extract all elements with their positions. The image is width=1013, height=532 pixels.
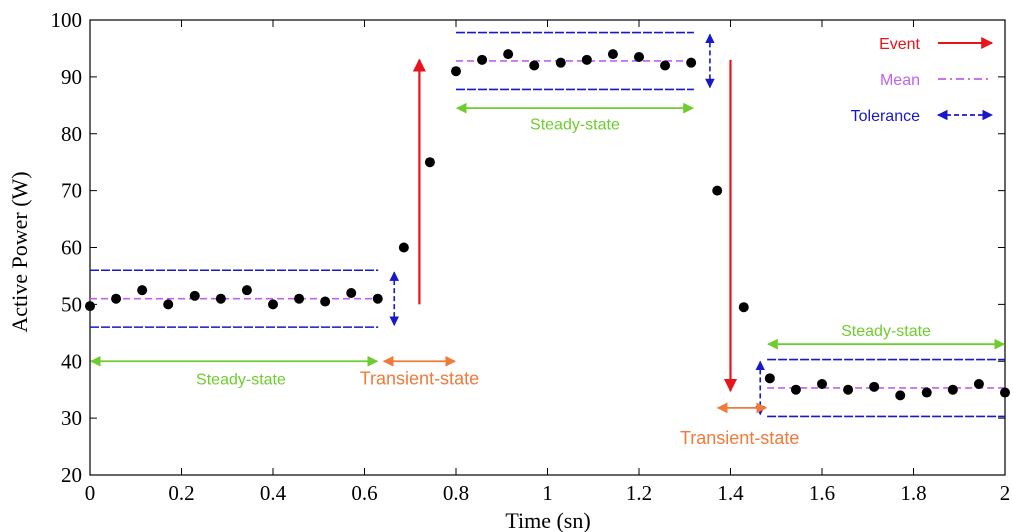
data-point (346, 288, 357, 298)
data-point (817, 379, 827, 389)
data-point (163, 299, 174, 310)
data-point (85, 301, 95, 312)
data-point (921, 387, 932, 398)
legend-label-event: Event (879, 36, 920, 53)
steady-state-label: Steady-state (196, 371, 286, 388)
data-point (581, 54, 592, 65)
steady-state-label: Steady-state (841, 323, 931, 340)
data-point (634, 51, 644, 62)
data-point (973, 379, 984, 389)
data-point (137, 285, 148, 296)
data-point (424, 157, 435, 168)
data-point (372, 293, 383, 304)
x-tick-label: 0.6 (351, 481, 377, 505)
y-tick-label: 90 (61, 65, 82, 89)
steady-state-label: Steady-state (530, 117, 620, 134)
y-tick-label: 80 (61, 122, 82, 146)
plot-area: 0 0.2 0.4 0.6 0.8 1 1.2 1.4 1.6 1.8 2 20 30 40 50 60 70 8… (51, 8, 1011, 505)
transient-state-label: Transient-state (360, 368, 479, 388)
legend-label-mean: Mean (880, 72, 920, 89)
data-point (398, 242, 409, 253)
x-tick-label: 1.6 (809, 481, 835, 505)
x-tick-label: 1.8 (900, 481, 926, 505)
y-tick-label: 20 (61, 463, 82, 487)
data-point (843, 384, 854, 395)
data-point (660, 60, 671, 71)
transient-state-label: Transient-state (680, 428, 799, 448)
data-point (477, 54, 488, 65)
x-tick-label: 1.4 (717, 481, 744, 505)
y-axis-title: Active Power (W) (7, 171, 32, 332)
x-tick-label: 0.8 (443, 481, 469, 505)
data-point (686, 57, 697, 68)
data-point (320, 296, 331, 307)
data-point (529, 60, 540, 71)
data-point (869, 381, 880, 392)
x-axis-title: Time (sn) (505, 508, 590, 532)
x-tick-label: 2 (1000, 481, 1011, 505)
data-point (189, 290, 200, 301)
x-tick-label: 0.4 (260, 481, 287, 505)
x-tick-label: 0.2 (168, 481, 194, 505)
data-point (712, 185, 723, 196)
data-point (241, 285, 252, 296)
y-tick-label: 50 (61, 292, 82, 316)
data-point (451, 66, 461, 77)
plot-frame (89, 19, 1006, 476)
data-point (947, 384, 958, 395)
x-tick-label: 0 (85, 481, 96, 505)
data-point (503, 49, 514, 60)
y-tick-label: 30 (61, 406, 82, 430)
data-point (215, 293, 226, 304)
data-point (790, 384, 801, 395)
data-point (764, 373, 775, 384)
y-tick-label: 60 (61, 236, 82, 260)
legend-label-tolerance: Tolerance (851, 108, 920, 125)
y-tick-label: 70 (61, 179, 82, 203)
y-tick-label: 100 (51, 8, 83, 32)
x-tick-label: 1 (542, 481, 553, 505)
data-point (268, 299, 278, 310)
data-point (111, 293, 122, 304)
data-point (738, 302, 749, 313)
x-tick-label: 1.2 (626, 481, 652, 505)
data-point (895, 390, 906, 401)
y-tick-label: 40 (61, 349, 82, 373)
data-point (1000, 387, 1010, 398)
data-point (294, 293, 305, 304)
data-point (607, 49, 618, 60)
data-point (555, 57, 566, 68)
